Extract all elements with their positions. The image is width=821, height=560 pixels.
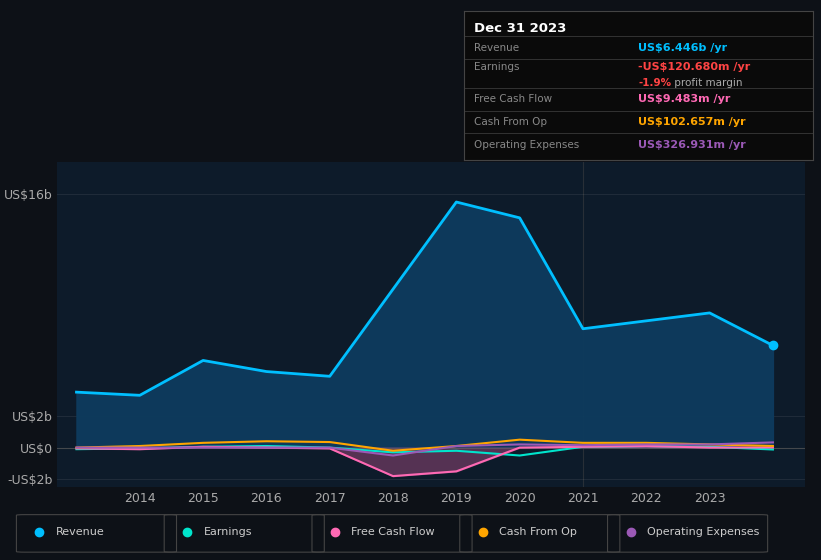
Text: US$9.483m /yr: US$9.483m /yr: [639, 95, 731, 105]
Text: Revenue: Revenue: [56, 527, 104, 537]
Text: Operating Expenses: Operating Expenses: [647, 527, 759, 537]
Text: Revenue: Revenue: [475, 43, 520, 53]
Text: US$102.657m /yr: US$102.657m /yr: [639, 116, 746, 127]
Text: US$326.931m /yr: US$326.931m /yr: [639, 140, 746, 150]
Text: Free Cash Flow: Free Cash Flow: [351, 527, 435, 537]
Text: Operating Expenses: Operating Expenses: [475, 140, 580, 150]
Text: profit margin: profit margin: [672, 78, 743, 88]
Text: Cash From Op: Cash From Op: [475, 116, 548, 127]
Text: Cash From Op: Cash From Op: [499, 527, 577, 537]
Text: Earnings: Earnings: [475, 62, 520, 72]
Text: -US$120.680m /yr: -US$120.680m /yr: [639, 62, 750, 72]
Text: -1.9%: -1.9%: [639, 78, 672, 88]
Text: US$6.446b /yr: US$6.446b /yr: [639, 43, 727, 53]
Text: Dec 31 2023: Dec 31 2023: [475, 22, 566, 35]
Text: Free Cash Flow: Free Cash Flow: [475, 95, 553, 105]
Text: Earnings: Earnings: [204, 527, 252, 537]
